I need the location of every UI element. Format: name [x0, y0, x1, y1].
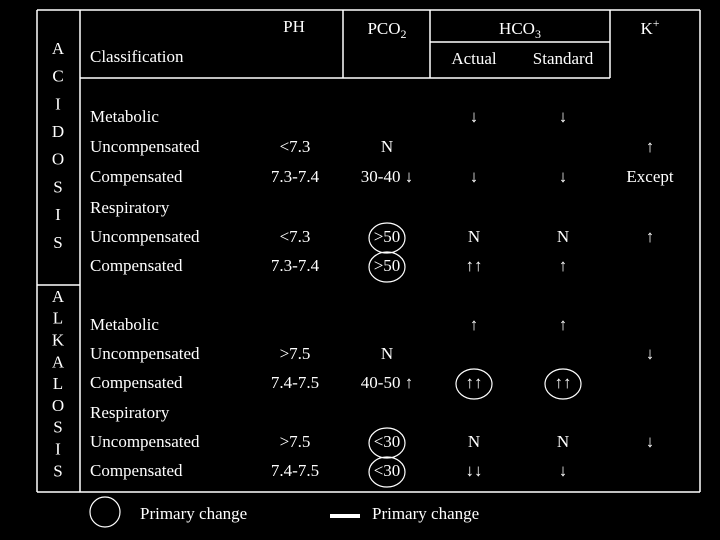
header-pco2-sub: 2	[401, 27, 407, 41]
header-hco3-base: HCO	[499, 19, 535, 38]
row-label: Uncompensated	[90, 137, 200, 156]
header-ph: PH	[283, 17, 305, 36]
ph-cell: >7.5	[280, 344, 311, 363]
header-pco2: PCO2	[367, 19, 406, 41]
ph-cell: <7.3	[280, 227, 311, 246]
legend-circle	[89, 496, 121, 528]
pco2-cell: 30-40 ↓	[361, 167, 413, 186]
pco2-cell: <30	[374, 461, 401, 480]
header-standard: Standard	[533, 49, 594, 68]
side-letter: C	[52, 67, 63, 86]
actual-cell: ↑↑	[466, 373, 483, 392]
k-cell: ↓	[646, 344, 655, 363]
side-letter: L	[53, 309, 63, 328]
ph-cell: >7.5	[280, 432, 311, 451]
side-letter: K	[52, 331, 65, 350]
actual-cell: ↓	[470, 107, 479, 126]
side-letter: A	[52, 287, 65, 306]
row-label: Respiratory	[90, 403, 170, 422]
pco2-cell: >50	[374, 227, 401, 246]
side-letter: A	[52, 352, 65, 371]
side-letter: I	[55, 94, 61, 113]
standard-cell: ↓	[559, 107, 568, 126]
pco2-cell: N	[381, 137, 393, 156]
side-letter: O	[52, 396, 64, 415]
actual-cell: ↑	[470, 315, 479, 334]
standard-cell: N	[557, 432, 569, 451]
header-pco2-base: PCO	[367, 19, 400, 38]
side-letter: S	[53, 177, 62, 196]
side-letter: S	[53, 461, 62, 480]
side-letter: L	[53, 374, 63, 393]
standard-cell: ↓	[559, 461, 568, 480]
ph-cell: 7.4-7.5	[271, 461, 319, 480]
actual-cell: N	[468, 227, 480, 246]
header-hco3: HCO3	[499, 19, 541, 41]
row-label: Compensated	[90, 373, 183, 392]
actual-cell: N	[468, 432, 480, 451]
header-hco3-sub: 3	[535, 27, 541, 41]
side-letter: A	[52, 39, 65, 58]
k-cell: Except	[626, 167, 673, 186]
standard-cell: ↑	[559, 256, 568, 275]
actual-cell: ↑↑	[466, 256, 483, 275]
legend-dash-label: Primary change	[372, 504, 479, 523]
row-label: Uncompensated	[90, 227, 200, 246]
side-letter: S	[53, 418, 62, 437]
table-lines	[36, 9, 701, 493]
row-label: Metabolic	[90, 107, 159, 126]
header-k-sup: +	[653, 16, 660, 30]
pco2-cell: <30	[374, 432, 401, 451]
row-label: Compensated	[90, 167, 183, 186]
k-cell: ↓	[646, 432, 655, 451]
actual-cell: ↓↓	[466, 461, 483, 480]
pco2-cell: N	[381, 344, 393, 363]
row-label: Compensated	[90, 256, 183, 275]
side-letter: O	[52, 150, 64, 169]
side-letter: I	[55, 440, 61, 459]
primary-change-circles	[368, 222, 582, 488]
ph-cell: 7.3-7.4	[271, 167, 320, 186]
header-actual: Actual	[451, 49, 497, 68]
row-label: Metabolic	[90, 315, 159, 334]
side-letter: S	[53, 233, 62, 252]
pco2-cell: 40-50 ↑	[361, 373, 413, 392]
pco2-cell: >50	[374, 256, 401, 275]
standard-cell: ↓	[559, 167, 568, 186]
row-label: Respiratory	[90, 198, 170, 217]
ph-cell: <7.3	[280, 137, 311, 156]
header-classification: Classification	[90, 47, 184, 66]
row-label: Uncompensated	[90, 432, 200, 451]
row-label: Compensated	[90, 461, 183, 480]
header-k-base: K	[640, 19, 653, 38]
k-cell: ↑	[646, 227, 655, 246]
header-k: K+	[640, 16, 659, 38]
row-label: Uncompensated	[90, 344, 200, 363]
actual-cell: ↓	[470, 167, 479, 186]
standard-cell: ↑	[559, 315, 568, 334]
k-cell: ↑	[646, 137, 655, 156]
standard-cell: N	[557, 227, 569, 246]
ph-cell: 7.4-7.5	[271, 373, 319, 392]
side-letter: D	[52, 122, 64, 141]
legend-circle-label: Primary change	[140, 504, 247, 523]
ph-cell: 7.3-7.4	[271, 256, 320, 275]
standard-cell: ↑↑	[555, 373, 572, 392]
side-letter: I	[55, 205, 61, 224]
